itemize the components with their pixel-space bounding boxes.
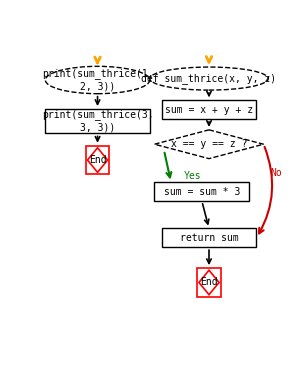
Text: sum = x + y + z: sum = x + y + z (165, 105, 253, 115)
Text: Yes: Yes (184, 171, 201, 181)
Text: def sum_thrice(x, y, z): def sum_thrice(x, y, z) (141, 73, 277, 84)
Text: print(sum_thrice(1,
2, 3)): print(sum_thrice(1, 2, 3)) (42, 68, 153, 92)
Text: x == y == z ?: x == y == z ? (171, 139, 247, 149)
Text: End: End (200, 278, 218, 288)
Text: return sum: return sum (180, 233, 238, 243)
Text: sum = sum * 3: sum = sum * 3 (164, 187, 240, 197)
Text: No: No (271, 168, 282, 178)
Text: print(sum_thrice(3,
3, 3)): print(sum_thrice(3, 3, 3)) (42, 110, 153, 133)
Text: End: End (89, 155, 106, 165)
